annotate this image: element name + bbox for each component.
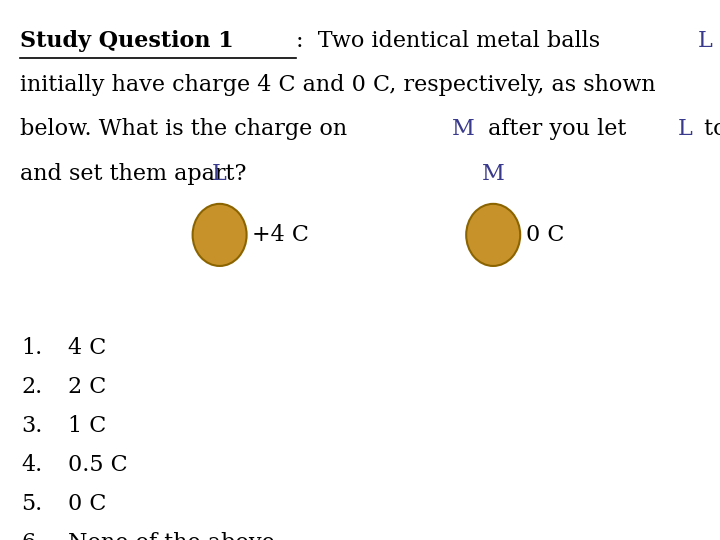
- Text: 2 C: 2 C: [68, 376, 107, 399]
- Text: +4 C: +4 C: [252, 224, 309, 246]
- Text: L: L: [678, 118, 693, 140]
- Text: touch: touch: [697, 118, 720, 140]
- Text: 5.: 5.: [22, 493, 43, 515]
- Text: 4.: 4.: [22, 454, 43, 476]
- Text: 1 C: 1 C: [68, 415, 107, 437]
- Text: below. What is the charge on: below. What is the charge on: [20, 118, 354, 140]
- Text: L: L: [698, 30, 712, 52]
- Text: and set them apart?: and set them apart?: [20, 163, 246, 185]
- Text: M: M: [451, 118, 474, 140]
- Text: and: and: [716, 30, 720, 52]
- Text: 0 C: 0 C: [526, 224, 564, 246]
- Ellipse shape: [467, 204, 521, 266]
- Text: 4 C: 4 C: [68, 338, 107, 360]
- Text: :  Two identical metal balls: : Two identical metal balls: [296, 30, 607, 52]
- Text: 0 C: 0 C: [68, 493, 107, 515]
- Text: initially have charge 4 C and 0 C, respectively, as shown: initially have charge 4 C and 0 C, respe…: [20, 74, 656, 96]
- Text: after you let: after you let: [481, 118, 634, 140]
- Text: L: L: [212, 163, 227, 185]
- Text: None of the above: None of the above: [68, 532, 275, 540]
- Text: M: M: [482, 163, 505, 185]
- Ellipse shape: [193, 204, 246, 266]
- Text: 6.: 6.: [22, 532, 43, 540]
- Text: 3.: 3.: [22, 415, 43, 437]
- Text: 1.: 1.: [22, 338, 43, 360]
- Text: 0.5 C: 0.5 C: [68, 454, 128, 476]
- Text: Study Question 1: Study Question 1: [20, 30, 234, 52]
- Text: 2.: 2.: [22, 376, 43, 399]
